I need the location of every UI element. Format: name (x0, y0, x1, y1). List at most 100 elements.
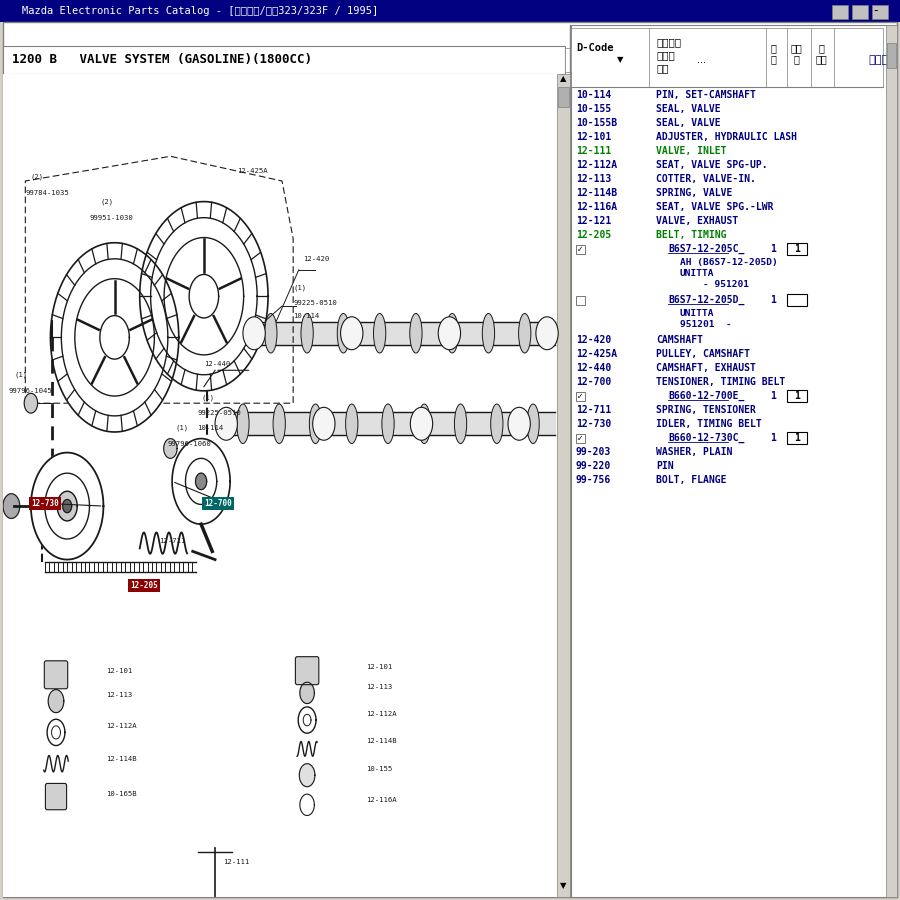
Text: - 951201: - 951201 (680, 280, 749, 289)
Text: B6S7-12-205C_: B6S7-12-205C_ (668, 244, 744, 254)
Text: 99784-1035: 99784-1035 (25, 190, 69, 196)
Text: 10-114: 10-114 (576, 90, 611, 100)
Bar (832, 5, 848, 19)
Bar (576, 392, 585, 401)
Text: IDLER, TIMING BELT: IDLER, TIMING BELT (656, 419, 761, 429)
Text: SEAL, VALVE: SEAL, VALVE (656, 118, 721, 128)
Text: UNITTA: UNITTA (680, 309, 715, 318)
Circle shape (215, 408, 238, 440)
Text: SEAT, VALVE SPG.-LWR: SEAT, VALVE SPG.-LWR (656, 202, 773, 212)
Text: 10-155B: 10-155B (576, 118, 617, 128)
Polygon shape (49, 689, 64, 713)
Text: 1: 1 (794, 391, 800, 401)
Text: BOLT, FLANGE: BOLT, FLANGE (656, 475, 726, 485)
Text: 10-155: 10-155 (576, 104, 611, 114)
Text: 99-220: 99-220 (576, 461, 611, 471)
Text: 99951-1030: 99951-1030 (89, 215, 133, 221)
Text: ▲: ▲ (560, 74, 566, 83)
Ellipse shape (382, 404, 394, 444)
Ellipse shape (273, 404, 285, 444)
Ellipse shape (418, 404, 430, 444)
Bar (576, 434, 585, 443)
Polygon shape (31, 453, 104, 560)
Text: 订购
数: 订购 数 (790, 43, 802, 65)
Ellipse shape (527, 404, 539, 444)
Circle shape (340, 317, 363, 350)
Circle shape (410, 408, 433, 440)
Text: 12-711: 12-711 (576, 405, 611, 415)
Text: 12-425A: 12-425A (576, 349, 617, 359)
Circle shape (312, 408, 335, 440)
Text: (1): (1) (176, 425, 189, 431)
Text: 数
量: 数 量 (770, 43, 776, 65)
Text: 1: 1 (794, 433, 800, 443)
Ellipse shape (518, 313, 531, 353)
Text: 12-425A: 12-425A (238, 168, 268, 174)
Text: PIN: PIN (656, 461, 673, 471)
Text: (1): (1) (201, 394, 214, 400)
Text: B660-12-730C_: B660-12-730C_ (668, 433, 744, 443)
Text: (1): (1) (293, 284, 306, 292)
Text: CAMSHAFT, EXHAUST: CAMSHAFT, EXHAUST (656, 363, 756, 373)
Text: 12-121: 12-121 (576, 216, 611, 226)
FancyBboxPatch shape (295, 657, 319, 685)
Text: 12-112A: 12-112A (106, 723, 137, 729)
Text: 1: 1 (770, 391, 776, 401)
FancyBboxPatch shape (44, 661, 68, 688)
Bar (872, 5, 888, 19)
Ellipse shape (301, 313, 313, 353)
Text: AH (B6S7-12-205D): AH (B6S7-12-205D) (680, 258, 778, 267)
Text: SPRING, VALVE: SPRING, VALVE (656, 188, 733, 198)
Polygon shape (3, 494, 20, 518)
Text: (2): (2) (101, 198, 113, 205)
Text: 12-116A: 12-116A (576, 202, 617, 212)
Text: 12-700: 12-700 (204, 500, 231, 508)
Text: 12-113: 12-113 (576, 174, 611, 184)
Bar (0, 0, 900, 22)
Text: 12-112A: 12-112A (365, 711, 396, 717)
Text: ▼: ▼ (560, 881, 566, 890)
Text: 12-101: 12-101 (106, 668, 132, 674)
Ellipse shape (446, 313, 458, 353)
Text: 12-113: 12-113 (106, 692, 132, 698)
Text: 12-112A: 12-112A (576, 160, 617, 170)
Text: BELT, TIMING: BELT, TIMING (656, 230, 726, 240)
Text: 10-114: 10-114 (293, 313, 320, 319)
Polygon shape (300, 764, 315, 787)
Text: 12-205: 12-205 (576, 230, 611, 240)
Text: 12-700: 12-700 (576, 377, 611, 387)
Circle shape (243, 317, 266, 350)
Bar (576, 245, 585, 254)
Text: SEAT, VALVE SPG-UP.: SEAT, VALVE SPG-UP. (656, 160, 768, 170)
Text: 10-165B: 10-165B (106, 791, 137, 797)
Text: 1200 B   VALVE SYSTEM (GASOLINE)(1800CC): 1200 B VALVE SYSTEM (GASOLINE)(1800CC) (12, 53, 312, 67)
Text: 99-756: 99-756 (576, 475, 611, 485)
Ellipse shape (237, 404, 249, 444)
Polygon shape (57, 491, 77, 521)
Bar (571, 28, 883, 87)
Text: 信
息。: 信 息。 (815, 43, 827, 65)
Text: 12-116A: 12-116A (365, 796, 396, 803)
Text: PIN, SET-CAMSHAFT: PIN, SET-CAMSHAFT (656, 90, 756, 100)
Text: (2): (2) (31, 174, 44, 180)
Polygon shape (300, 682, 314, 704)
Text: (1): (1) (14, 371, 27, 378)
Polygon shape (164, 438, 177, 458)
Text: ✓: ✓ (577, 245, 584, 254)
Text: CAMSHAFT: CAMSHAFT (656, 335, 703, 345)
Text: ...: ... (697, 55, 706, 65)
Text: 部件号: 部件号 (656, 50, 675, 60)
Text: 99796-1045: 99796-1045 (9, 388, 52, 394)
Text: 12-111: 12-111 (576, 146, 611, 156)
Bar (571, 25, 897, 897)
Text: VALVE, INLET: VALVE, INLET (656, 146, 726, 156)
Text: 12-420: 12-420 (303, 256, 329, 262)
Ellipse shape (482, 313, 495, 353)
Text: TENSIONER, TIMING BELT: TENSIONER, TIMING BELT (656, 377, 785, 387)
Ellipse shape (454, 404, 467, 444)
Text: 1: 1 (770, 244, 776, 254)
Text: 说明: 说明 (656, 63, 669, 73)
Text: 99796-1060: 99796-1060 (167, 441, 212, 447)
Text: 10-155: 10-155 (365, 767, 392, 772)
Text: PULLEY, CAMSHAFT: PULLEY, CAMSHAFT (656, 349, 750, 359)
